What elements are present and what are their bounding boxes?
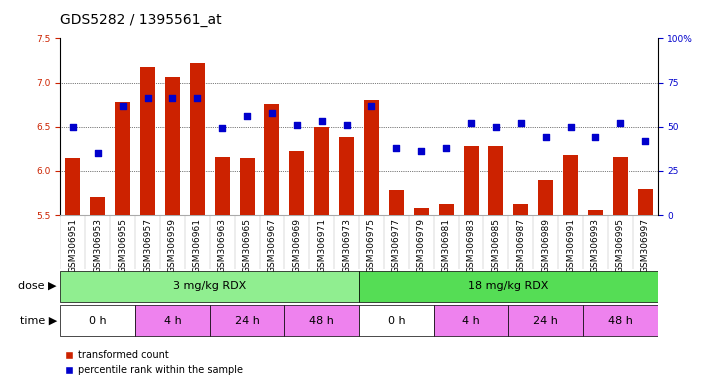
Point (490, 124, 501, 130)
Text: 0 h: 0 h (387, 316, 405, 326)
Point (540, 134, 551, 141)
Bar (439, 204, 454, 215)
Bar (488, 146, 503, 215)
Bar (613, 157, 628, 215)
Text: time ▶: time ▶ (20, 316, 57, 326)
Point (117, 103, 128, 109)
Bar (389, 190, 404, 215)
Bar (135, 305, 210, 336)
Bar (215, 157, 230, 215)
Point (614, 120, 626, 126)
Text: 4 h: 4 h (164, 316, 181, 326)
Point (515, 120, 526, 126)
Bar (289, 151, 304, 215)
Point (191, 95, 203, 101)
Bar (90, 197, 105, 215)
Text: dose ▶: dose ▶ (18, 281, 57, 291)
Text: 48 h: 48 h (309, 316, 334, 326)
Point (391, 145, 402, 151)
Point (365, 103, 377, 109)
Text: 18 mg/kg RDX: 18 mg/kg RDX (468, 281, 549, 291)
Bar (65, 157, 80, 215)
Point (415, 148, 427, 154)
Point (67, 124, 78, 130)
Bar (588, 210, 603, 215)
Text: 4 h: 4 h (462, 316, 480, 326)
Bar (165, 77, 180, 215)
Bar (314, 127, 329, 215)
Text: GDS5282 / 1395561_at: GDS5282 / 1395561_at (60, 13, 222, 27)
Bar (60, 305, 135, 336)
Text: 48 h: 48 h (608, 316, 633, 326)
Point (141, 95, 154, 101)
Bar (60, 271, 359, 302)
Point (465, 120, 476, 126)
Bar (464, 146, 479, 215)
Text: 0 h: 0 h (89, 316, 107, 326)
Bar (563, 155, 578, 215)
Point (589, 134, 601, 141)
Bar (190, 63, 205, 215)
Bar (284, 305, 359, 336)
Bar (508, 305, 583, 336)
Bar (434, 305, 508, 336)
Bar (264, 104, 279, 215)
Point (166, 95, 178, 101)
Text: 24 h: 24 h (533, 316, 558, 326)
Text: 24 h: 24 h (235, 316, 260, 326)
Bar (414, 208, 429, 215)
Point (266, 109, 277, 116)
Point (292, 122, 303, 128)
Bar (513, 204, 528, 215)
Bar (359, 271, 658, 302)
Bar (538, 180, 553, 215)
Bar (339, 137, 354, 215)
Point (216, 126, 228, 132)
Point (341, 122, 352, 128)
Bar (140, 67, 155, 215)
Point (639, 138, 651, 144)
Text: 3 mg/kg RDX: 3 mg/kg RDX (173, 281, 247, 291)
Bar (583, 305, 658, 336)
Legend: transformed count, percentile rank within the sample: transformed count, percentile rank withi… (65, 351, 243, 375)
Bar (359, 305, 434, 336)
Bar (364, 100, 379, 215)
Bar (210, 305, 284, 336)
Bar (240, 157, 255, 215)
Point (440, 145, 452, 151)
Bar (638, 189, 653, 215)
Point (565, 124, 576, 130)
Bar (115, 102, 130, 215)
Point (92, 150, 104, 156)
Point (241, 113, 253, 119)
Point (316, 118, 327, 124)
